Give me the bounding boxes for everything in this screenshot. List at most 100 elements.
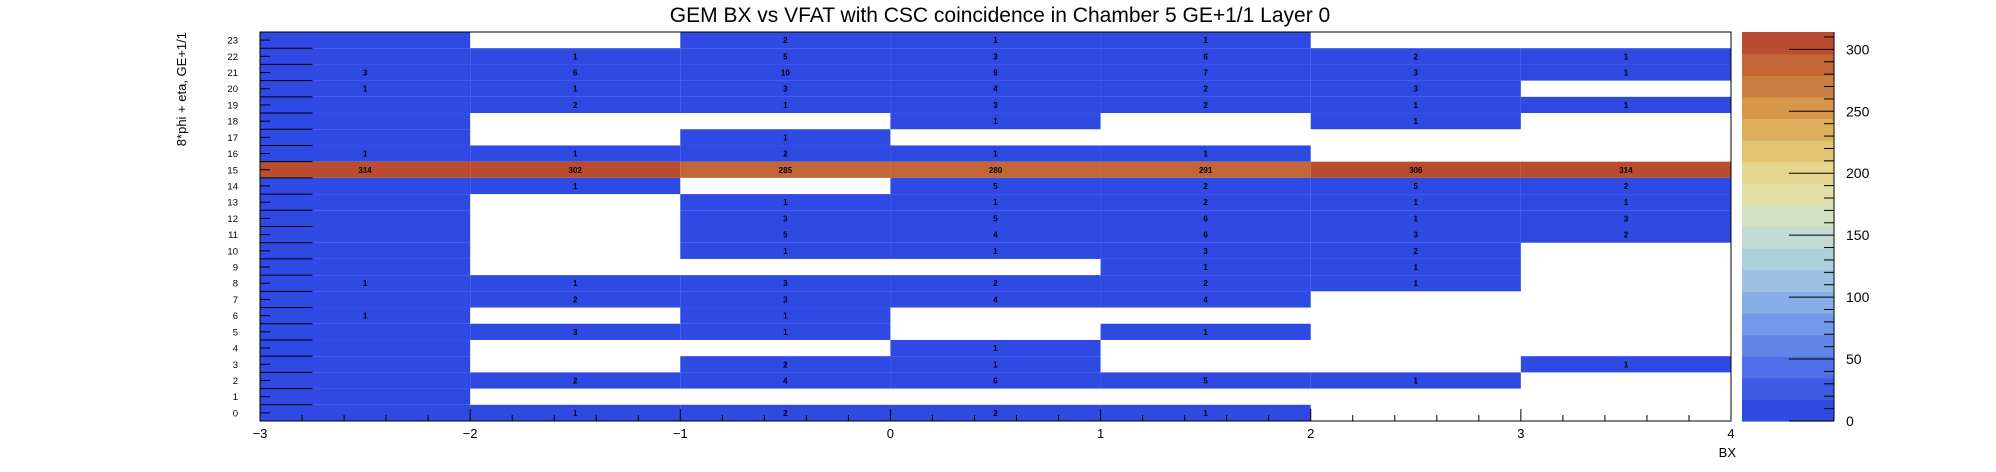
colorbar-segment <box>1742 96 1834 120</box>
heatmap-cell <box>1310 210 1521 227</box>
cell-value-label: 1 <box>783 247 788 256</box>
cell-value-label: 3 <box>783 295 788 304</box>
cell-value-label: 4 <box>993 231 998 240</box>
heatmap-cell <box>1100 177 1311 195</box>
cell-value-label: 2 <box>783 409 788 418</box>
heatmap-cell <box>1310 177 1521 195</box>
x-tick-label: 1 <box>1097 426 1104 441</box>
heatmap-cell <box>680 404 891 421</box>
heatmap-cell <box>1100 275 1311 292</box>
heatmap-cell <box>1310 113 1521 130</box>
colorbar-tick-label: 300 <box>1846 41 1870 57</box>
heatmap-cell <box>1310 372 1521 389</box>
cell-value-label: 2 <box>1203 182 1208 191</box>
cell-value-label: 3 <box>363 69 368 78</box>
heatmap-cell <box>890 275 1101 292</box>
y-tick-label: 8 <box>233 279 238 290</box>
heatmap-cell <box>1520 226 1731 243</box>
colorbar-segment <box>1742 75 1834 98</box>
heatmap-cell <box>1100 226 1311 243</box>
colorbar-segment <box>1742 161 1834 184</box>
heatmap-cell <box>1520 194 1731 211</box>
heatmap-cell <box>260 177 471 195</box>
y-tick-label: 17 <box>227 133 238 144</box>
cell-value-label: 1 <box>363 312 368 321</box>
cell-value-label: 1 <box>1414 376 1419 385</box>
cell-value-label: 3 <box>1414 231 1419 240</box>
y-tick-label: 4 <box>233 344 238 355</box>
cell-value-label: 2 <box>1203 279 1208 288</box>
heatmap-cell <box>1310 258 1521 276</box>
cell-value-label: 285 <box>779 166 793 175</box>
heatmap-cell <box>1310 194 1521 211</box>
cell-value-label: 2 <box>993 409 998 418</box>
cell-value-label: 1 <box>1203 36 1208 45</box>
cell-value-label: 4 <box>1203 295 1208 304</box>
cell-value-label: 280 <box>989 166 1003 175</box>
cell-value-label: 10 <box>781 69 790 78</box>
colorbar: 0 50 100 150 200 250 300 <box>1742 32 1870 429</box>
heatmap-cell <box>680 32 891 49</box>
cell-value-label: 1 <box>1203 328 1208 337</box>
heatmap-cell <box>680 372 891 389</box>
cell-value-label: 6 <box>1203 231 1208 240</box>
colorbar-segment <box>1742 377 1834 400</box>
cell-value-label: 2 <box>783 150 788 159</box>
heatmap-cell <box>1310 226 1521 243</box>
colorbar-segment <box>1742 118 1834 141</box>
heatmap-cell <box>890 113 1101 130</box>
heatmap-cell <box>680 226 891 243</box>
heatmap-cell <box>1520 356 1731 373</box>
cell-value-label: 2 <box>1414 52 1419 61</box>
y-tick-label: 9 <box>233 263 238 274</box>
cell-value-label: 1 <box>1414 101 1419 110</box>
colorbar-segment <box>1742 226 1834 249</box>
heatmap-cell <box>260 145 471 162</box>
cell-value-label: 2 <box>783 36 788 45</box>
cell-value-label: 1 <box>1624 52 1629 61</box>
cell-value-label: 3 <box>1624 214 1629 223</box>
cell-value-label: 3 <box>783 85 788 94</box>
heatmap-cell <box>1100 210 1311 227</box>
heatmap-cell <box>260 113 471 130</box>
y-tick-label: 1 <box>233 392 238 403</box>
y-tick-label: 18 <box>227 117 238 128</box>
cell-value-label: 1 <box>1414 198 1419 207</box>
heatmap-cell <box>1310 242 1521 259</box>
heatmap-cell <box>260 323 471 340</box>
heatmap-cell <box>470 145 681 162</box>
heatmap-cell <box>260 404 471 421</box>
heatmap-cell <box>890 161 1101 178</box>
heatmap-cell <box>1100 80 1311 97</box>
heatmap-cell <box>1310 275 1521 292</box>
heatmap-cell <box>890 404 1101 421</box>
y-tick-label: 13 <box>227 198 238 209</box>
y-tick-label: 12 <box>227 214 238 225</box>
colorbar-segment <box>1742 334 1834 357</box>
heatmap-cell <box>260 339 471 357</box>
heatmap-cell <box>1100 323 1311 340</box>
colorbar-segment <box>1742 291 1834 314</box>
heatmap-cell <box>470 372 681 389</box>
heatmap-cell <box>680 210 891 227</box>
cell-value-label: 314 <box>358 166 372 175</box>
heatmap-cell <box>680 80 891 97</box>
cell-value-label: 3 <box>993 101 998 110</box>
heatmap-cell <box>890 291 1101 308</box>
heatmap-cell <box>1100 242 1311 259</box>
heatmap-cell <box>680 194 891 211</box>
cell-value-label: 3 <box>783 279 788 288</box>
cell-value-label: 1 <box>363 279 368 288</box>
colorbar-tick-label: 50 <box>1846 351 1862 367</box>
heatmap-cell <box>470 291 681 308</box>
cell-value-label: 1 <box>573 279 578 288</box>
heatmap-cell <box>1100 161 1311 178</box>
x-tick-label: 4 <box>1727 426 1734 441</box>
plot-frame <box>259 31 1732 422</box>
x-tick-label: 2 <box>1307 426 1314 441</box>
heatmap-cell <box>890 372 1101 389</box>
cell-value-label: 1 <box>1203 150 1208 159</box>
cell-value-label: 4 <box>993 295 998 304</box>
y-tick-label: 10 <box>227 246 238 257</box>
